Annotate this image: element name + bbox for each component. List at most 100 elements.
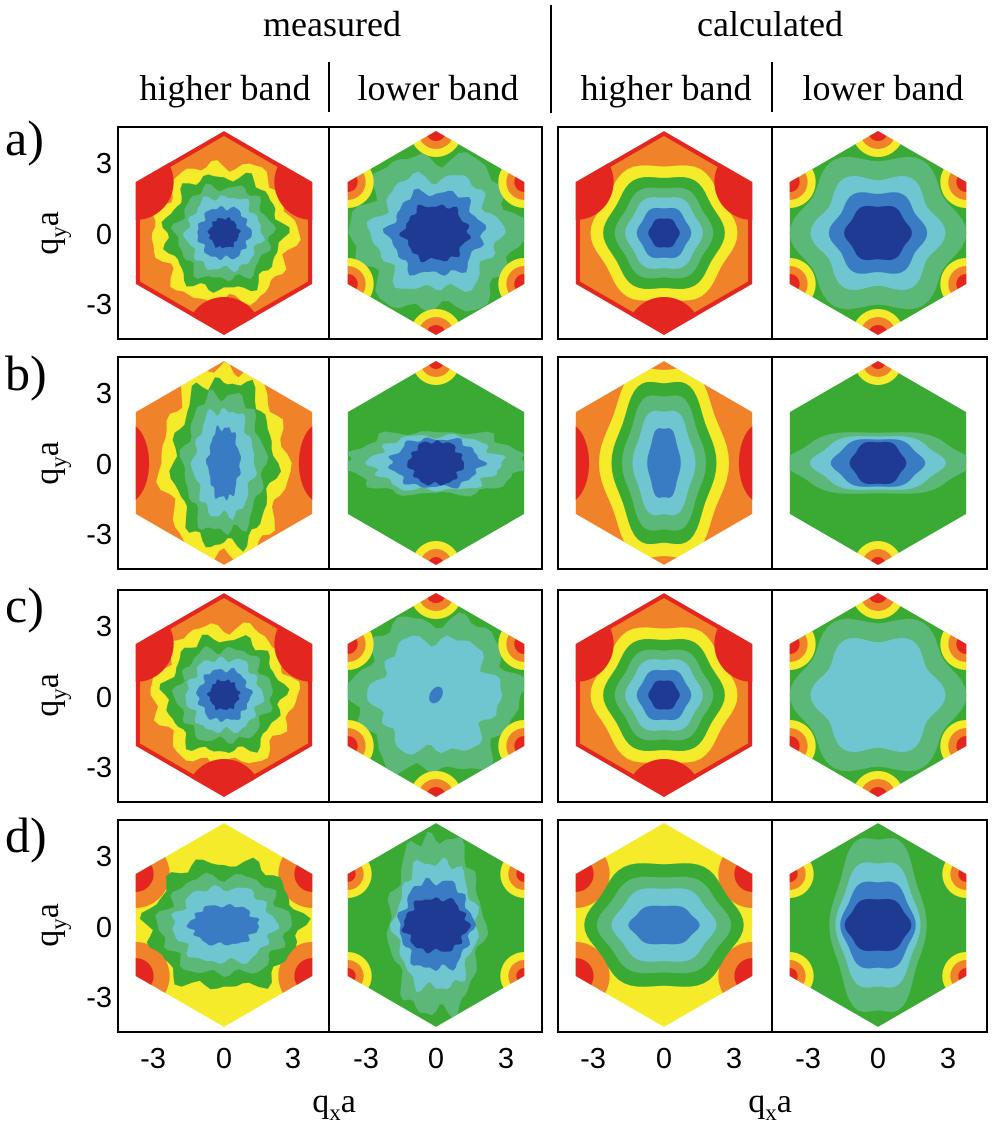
contour-panel xyxy=(347,823,525,1027)
contour-band xyxy=(347,850,372,898)
contour-band xyxy=(950,858,967,890)
contour-band xyxy=(514,274,525,294)
contour-band xyxy=(135,856,154,892)
contour-band xyxy=(862,361,894,377)
header-calculated-lower-band: lower band xyxy=(803,68,964,108)
contour-band xyxy=(956,736,967,756)
y-tick: -3 xyxy=(86,982,112,1014)
header-calculated-higher-band: higher band xyxy=(581,68,752,108)
row-label-b: b) xyxy=(5,345,47,401)
row-label-a: a) xyxy=(5,110,44,166)
contour-panels xyxy=(135,131,967,1027)
contour-band xyxy=(426,325,446,335)
contour-band xyxy=(514,634,525,654)
x-tick: 3 xyxy=(498,1043,514,1075)
contour-panel xyxy=(135,823,313,1027)
contour-band xyxy=(420,549,452,565)
contour-band xyxy=(506,728,525,764)
contour-band xyxy=(958,866,967,882)
contour-band xyxy=(714,144,753,220)
contour-band xyxy=(186,759,262,797)
contour-band xyxy=(418,317,454,335)
svg-text:qya: qya xyxy=(29,211,71,255)
contour-band xyxy=(347,164,366,200)
contour-band xyxy=(854,541,902,565)
contour-panel xyxy=(789,361,967,565)
contour-band xyxy=(418,131,454,149)
contour-band xyxy=(852,771,904,797)
contour-band xyxy=(410,771,462,797)
contour-band xyxy=(948,626,967,662)
contour-band xyxy=(298,423,313,503)
contour-band xyxy=(648,218,680,248)
x-tick: 0 xyxy=(428,1043,444,1075)
contour-band xyxy=(347,968,356,984)
contour-panel xyxy=(575,823,753,1027)
contour-band xyxy=(516,968,525,984)
contour-band xyxy=(506,626,525,662)
contour-band xyxy=(868,131,888,141)
y-axis-label-b: qya xyxy=(29,441,71,485)
y-tick: -3 xyxy=(86,519,112,551)
contour-band xyxy=(514,172,525,192)
contour-panel xyxy=(789,593,967,797)
y-tick: 0 xyxy=(96,219,112,251)
contour-band xyxy=(207,679,241,711)
contour-band xyxy=(347,172,358,192)
x-tick: 0 xyxy=(216,1043,232,1075)
contour-band xyxy=(789,266,808,302)
contour-band xyxy=(514,736,525,756)
contour-band xyxy=(508,960,525,992)
contour-band xyxy=(294,958,313,994)
contour-band xyxy=(508,858,525,890)
contour-band xyxy=(950,960,967,992)
contour-band xyxy=(852,131,904,157)
contour-band xyxy=(789,172,800,192)
contour-band xyxy=(870,557,886,565)
contour-band xyxy=(860,593,896,611)
header-measured-higher-band: higher band xyxy=(140,68,311,108)
contour-panel xyxy=(347,361,525,565)
contour-band xyxy=(186,297,262,335)
contour-band xyxy=(205,425,241,501)
contour-band xyxy=(854,361,902,385)
y-tick: 3 xyxy=(96,841,112,873)
x-tick: 3 xyxy=(285,1043,301,1075)
contour-band xyxy=(410,309,462,335)
contour-band xyxy=(575,856,594,892)
contour-band xyxy=(628,905,700,945)
contour-panel xyxy=(575,131,753,335)
contour-band xyxy=(294,856,313,892)
x-tick: -3 xyxy=(580,1043,606,1075)
contour-panel xyxy=(789,823,967,1027)
contour-band xyxy=(810,638,946,752)
contour-band xyxy=(868,593,888,603)
contour-band xyxy=(956,634,967,654)
y-tick: 3 xyxy=(96,378,112,410)
contour-band xyxy=(135,958,154,994)
contour-band xyxy=(948,728,967,764)
contour-band xyxy=(274,606,313,682)
contour-band xyxy=(347,728,366,764)
contour-band xyxy=(789,866,798,882)
contour-band xyxy=(844,898,912,952)
contour-panel xyxy=(135,131,313,335)
contour-band xyxy=(418,779,454,797)
contour-band xyxy=(410,131,462,157)
contour-band xyxy=(844,205,912,261)
contour-band xyxy=(870,361,886,369)
contour-band xyxy=(789,858,806,890)
contour-band xyxy=(347,858,364,890)
x-tick: 3 xyxy=(726,1043,742,1075)
contour-panel xyxy=(575,593,753,797)
contour-band xyxy=(789,626,808,662)
contour-band xyxy=(429,686,443,704)
contour-band xyxy=(789,274,800,294)
contour-band xyxy=(958,968,967,984)
contour-band xyxy=(852,593,904,619)
contour-band xyxy=(860,131,896,149)
y-tick: -3 xyxy=(86,752,112,784)
contour-band xyxy=(347,626,366,662)
contour-band xyxy=(347,866,356,882)
contour-panel xyxy=(575,361,753,565)
